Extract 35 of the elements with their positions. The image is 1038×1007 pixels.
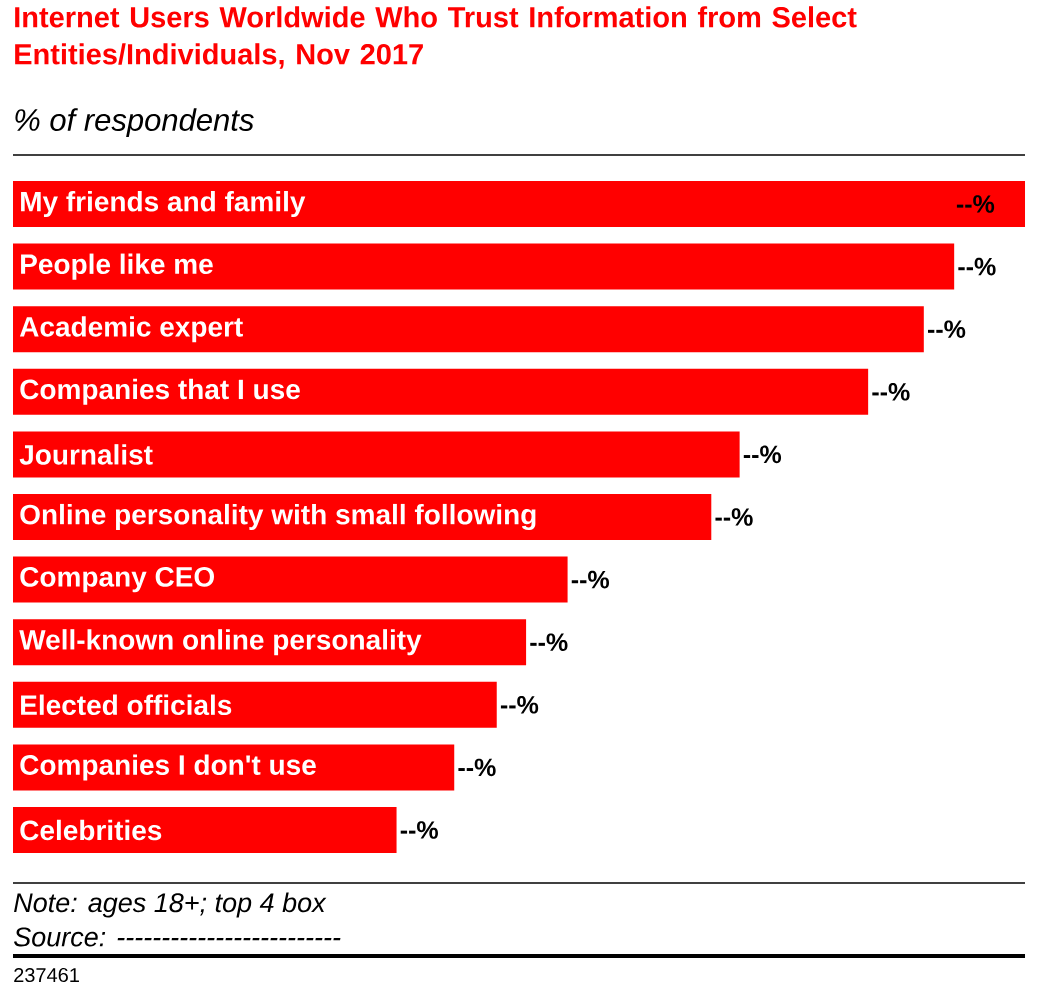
text: Note: ages 18+; top 4 box: [14, 892, 327, 918]
annotation: --%: [571, 570, 609, 589]
y-tick-label: Journalist: [19, 444, 153, 465]
annotation: --%: [743, 445, 782, 464]
annotation: --%: [458, 758, 496, 777]
bar: [13, 681, 497, 728]
y-tick-label: Elected officials: [21, 694, 232, 716]
y-tick-label: Academic expert: [19, 316, 243, 343]
y-tick-label: Company CEO: [20, 566, 215, 593]
annotation: --%: [872, 383, 910, 401]
y-tick-label: Companies that I use: [20, 378, 300, 405]
bar: [13, 306, 924, 353]
bar: [13, 556, 568, 603]
bar: [13, 181, 1026, 228]
annotation: --%: [500, 696, 539, 714]
text: 237461: [14, 967, 79, 983]
y-tick-label: Online personality with small following: [20, 503, 536, 531]
annotation: --%: [956, 195, 995, 213]
annotation: --%: [400, 821, 438, 839]
annotation: --%: [530, 633, 568, 652]
chart-title: Internet Users Worldwide Who Trust Information from Select Entities/Individuals, Nov 2017: [15, 6, 857, 69]
annotation: --%: [715, 508, 753, 526]
annotation: --%: [927, 320, 966, 338]
bar: [13, 243, 955, 290]
bar: [13, 807, 397, 854]
source-note: Source: -------------------------: [13, 927, 341, 947]
bar: [13, 368, 869, 415]
y-tick-label: Celebrities: [20, 819, 162, 841]
y-tick-label: Companies I don't use: [20, 754, 316, 781]
y-tick-label: Well-known online personality: [19, 629, 422, 656]
y-tick-label: My friends and family: [21, 190, 306, 218]
y-tick-label: People like me: [21, 253, 213, 280]
chart-subtitle: % of respondents: [15, 108, 254, 138]
bar: [13, 431, 740, 478]
annotation: --%: [958, 257, 996, 276]
